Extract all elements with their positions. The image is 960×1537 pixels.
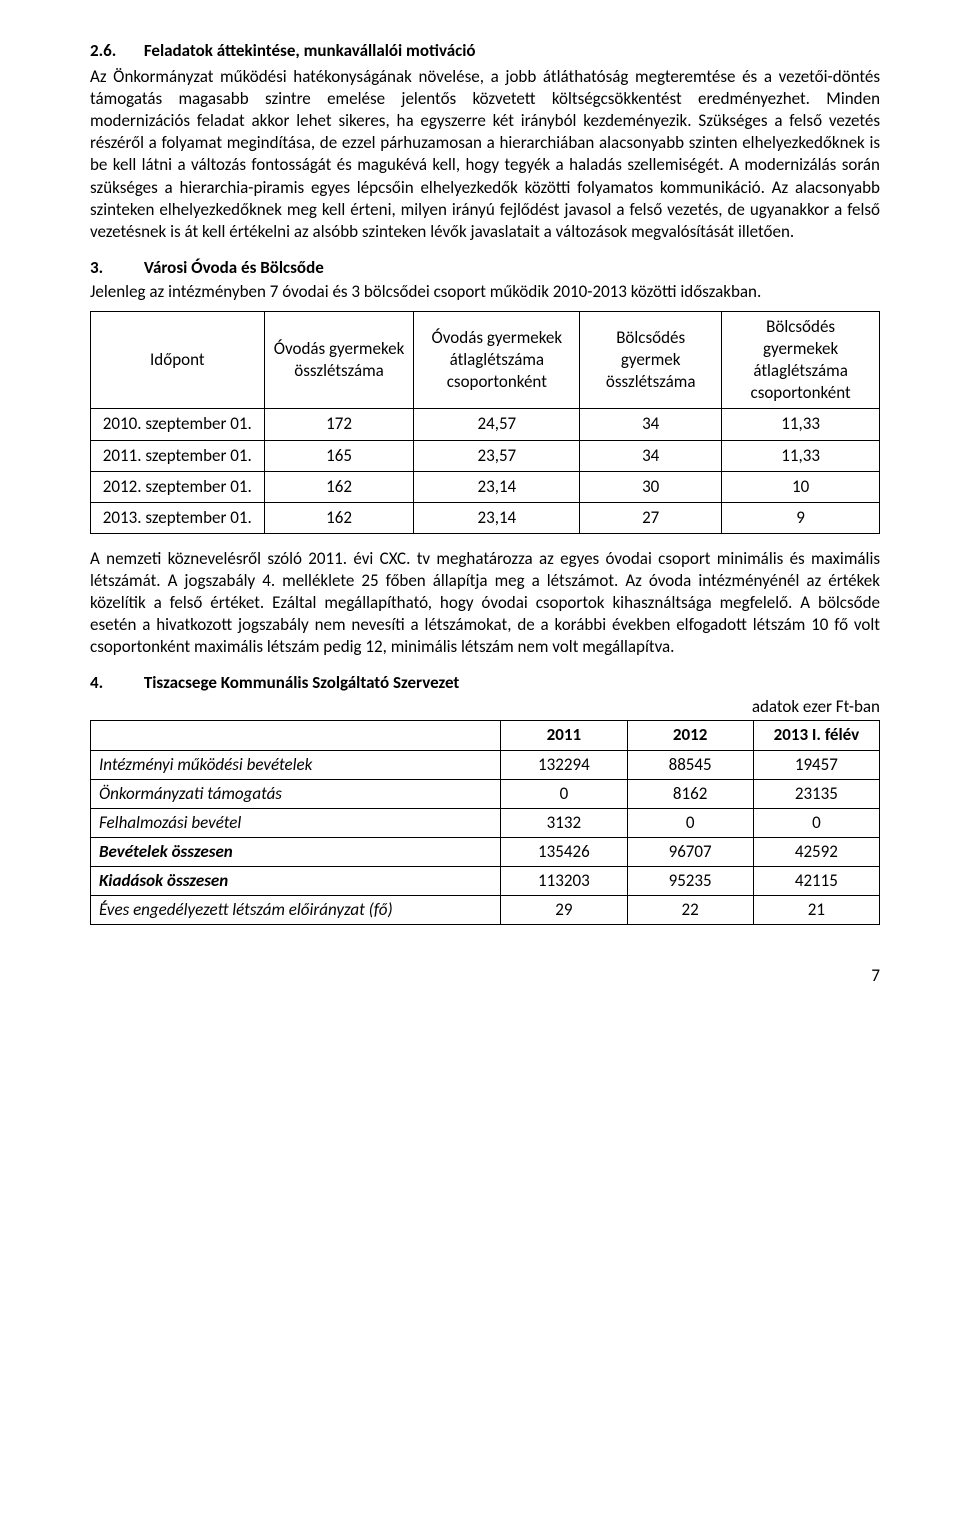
table-row: 2011. szeptember 01.16523,573411,33	[91, 440, 880, 471]
row-date: 2010. szeptember 01.	[91, 409, 265, 440]
table-row: 2012. szeptember 01.16223,143010	[91, 471, 880, 502]
table-cell: 24,57	[414, 409, 580, 440]
row-date: 2012. szeptember 01.	[91, 471, 265, 502]
section-3-after-paragraph: A nemzeti köznevelésről szóló 2011. évi …	[90, 548, 880, 658]
table-cell: 0	[501, 779, 627, 808]
row-label: Éves engedélyezett létszám előirányzat (…	[91, 896, 501, 925]
row-label: Bevételek összesen	[91, 837, 501, 866]
row-label: Kiadások összesen	[91, 866, 501, 895]
section-3-intro: Jelenleg az intézményben 7 óvodai és 3 b…	[90, 281, 880, 303]
row-date: 2013. szeptember 01.	[91, 502, 265, 533]
table-cell: 132294	[501, 750, 627, 779]
row-label: Önkormányzati támogatás	[91, 779, 501, 808]
table-cell: 11,33	[722, 409, 880, 440]
col-header: Időpont	[91, 312, 265, 409]
table-row: 2010. szeptember 01.17224,573411,33	[91, 409, 880, 440]
col-header	[91, 721, 501, 750]
table-row: Felhalmozási bevétel313200	[91, 808, 880, 837]
section-2-6-title: Feladatok áttekintése, munkavállalói mot…	[144, 40, 476, 61]
table-cell: 22	[627, 896, 753, 925]
section-2-6-number: 2.6.	[90, 40, 140, 62]
table-cell: 135426	[501, 837, 627, 866]
table-cell: 0	[753, 808, 879, 837]
col-header: Óvodás gyermekek átlaglétszáma csoporton…	[414, 312, 580, 409]
table-cell: 34	[580, 409, 722, 440]
col-header: Óvodás gyermekek összlétszáma	[264, 312, 414, 409]
col-header: Bölcsődés gyermekek átlaglétszáma csopor…	[722, 312, 880, 409]
table-cell: 21	[753, 896, 879, 925]
table-cell: 88545	[627, 750, 753, 779]
table-cell: 23,14	[414, 471, 580, 502]
table-cell: 9	[722, 502, 880, 533]
section-4-heading: 4. Tiszacsege Kommunális Szolgáltató Sze…	[90, 672, 880, 694]
table-cell: 10	[722, 471, 880, 502]
table-cell: 19457	[753, 750, 879, 779]
table-row: Éves engedélyezett létszám előirányzat (…	[91, 896, 880, 925]
col-header: 2011	[501, 721, 627, 750]
col-header: 2013 I. félév	[753, 721, 879, 750]
table-cell: 8162	[627, 779, 753, 808]
table-cell: 3132	[501, 808, 627, 837]
table-cell: 23135	[753, 779, 879, 808]
table-cell: 42592	[753, 837, 879, 866]
table-cell: 29	[501, 896, 627, 925]
table-cell: 172	[264, 409, 414, 440]
table-cell: 34	[580, 440, 722, 471]
row-date: 2011. szeptember 01.	[91, 440, 265, 471]
row-label: Felhalmozási bevétel	[91, 808, 501, 837]
table-cell: 113203	[501, 866, 627, 895]
table-cell: 96707	[627, 837, 753, 866]
table-header-row: Időpont Óvodás gyermekek összlétszáma Óv…	[91, 312, 880, 409]
table-cell: 27	[580, 502, 722, 533]
table-cell: 30	[580, 471, 722, 502]
table-row: Kiadások összesen1132039523542115	[91, 866, 880, 895]
col-header: Bölcsődés gyermek összlétszáma	[580, 312, 722, 409]
table-cell: 42115	[753, 866, 879, 895]
section-3-heading: 3. Városi Óvoda és Bölcsőde	[90, 257, 880, 279]
section-4-table: 2011 2012 2013 I. félév Intézményi működ…	[90, 720, 880, 925]
section-3-table: Időpont Óvodás gyermekek összlétszáma Óv…	[90, 311, 880, 534]
section-2-6-paragraph: Az Önkormányzat működési hatékonyságának…	[90, 66, 880, 243]
section-4-title: Tiszacsege Kommunális Szolgáltató Szerve…	[144, 672, 459, 693]
section-4-number: 4.	[90, 672, 140, 694]
section-3-title: Városi Óvoda és Bölcsőde	[144, 257, 324, 278]
page-number: 7	[90, 965, 880, 987]
table-cell: 162	[264, 471, 414, 502]
section-3-number: 3.	[90, 257, 140, 279]
table-row: 2013. szeptember 01.16223,14279	[91, 502, 880, 533]
section-2-6-heading: 2.6. Feladatok áttekintése, munkavállaló…	[90, 40, 880, 62]
table-cell: 162	[264, 502, 414, 533]
col-header: 2012	[627, 721, 753, 750]
table-cell: 95235	[627, 866, 753, 895]
table-row: Bevételek összesen1354269670742592	[91, 837, 880, 866]
table-cell: 165	[264, 440, 414, 471]
table-cell: 11,33	[722, 440, 880, 471]
table-cell: 0	[627, 808, 753, 837]
section-4-caption: adatok ezer Ft-ban	[90, 696, 880, 718]
table-header-row: 2011 2012 2013 I. félév	[91, 721, 880, 750]
table-row: Önkormányzati támogatás0816223135	[91, 779, 880, 808]
table-cell: 23,14	[414, 502, 580, 533]
table-row: Intézményi működési bevételek13229488545…	[91, 750, 880, 779]
row-label: Intézményi működési bevételek	[91, 750, 501, 779]
table-cell: 23,57	[414, 440, 580, 471]
